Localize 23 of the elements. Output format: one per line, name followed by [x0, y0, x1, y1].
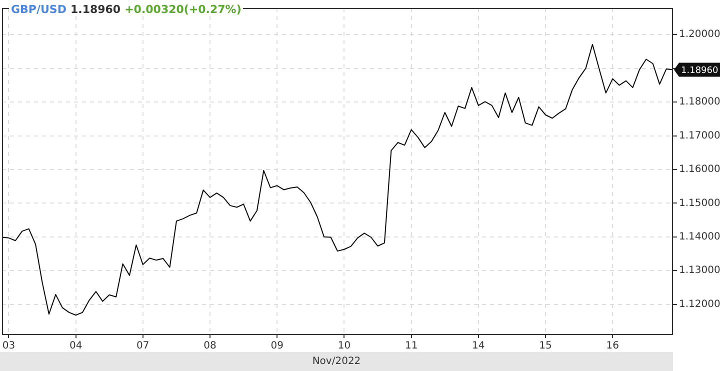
annotation: +0.00320(+0.27%) — [124, 3, 242, 16]
y-tick-label: 1.15000 — [679, 198, 720, 209]
x-tick-label: 04 — [69, 340, 82, 352]
chart-subtitle: 1.18960 — [70, 3, 121, 16]
text: 1.18960 — [681, 66, 718, 76]
x-tick-label: 15 — [539, 340, 552, 352]
y-tick-label: 1.12000 — [679, 298, 720, 310]
x-tick-label: 07 — [136, 340, 150, 352]
x-tick-label: 09 — [270, 340, 284, 352]
y-tick-label: 1.17000 — [679, 130, 720, 142]
y-tick-label: 1.16000 — [679, 164, 720, 176]
x-tick-label: 16 — [606, 340, 619, 352]
y-tick-label: 1.14000 — [679, 232, 720, 242]
x-tick-label: 10 — [338, 340, 351, 352]
chart-title: GBP/USD — [11, 3, 66, 16]
y-tick-label: 1.13000 — [679, 265, 720, 276]
x-axis-title: Nov/2022 — [0, 352, 673, 371]
y-tick-label: 1.20000 — [679, 29, 720, 40]
x-tick-label: 11 — [404, 340, 418, 352]
x-tick-label: 03 — [2, 340, 16, 352]
x-tick-label: 08 — [204, 340, 216, 352]
y-tick-label: 1.18000 — [679, 96, 720, 108]
x-tick-label: 14 — [472, 340, 485, 352]
